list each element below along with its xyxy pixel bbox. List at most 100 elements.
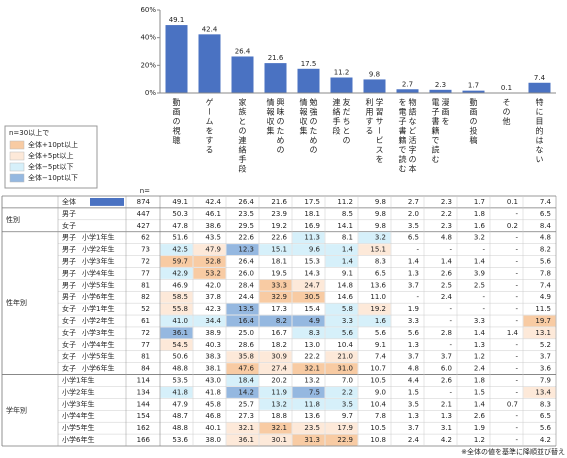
cell-highlight <box>193 267 226 279</box>
cell-highlight <box>160 327 193 339</box>
cell-value: 16.9 <box>304 222 320 230</box>
cell-value: 3.5 <box>408 222 419 230</box>
row-label: 女子 <box>62 304 76 313</box>
cell-value: 42.4 <box>205 198 221 206</box>
cell-value: 7.8 <box>375 412 386 420</box>
cell-value: 7.5 <box>309 388 320 396</box>
cell-value: - <box>449 305 452 313</box>
cell-value: 3.7 <box>408 281 419 289</box>
cell-value: 42.3 <box>205 305 221 313</box>
cell-value: 8.4 <box>540 222 552 230</box>
cell-value: 3.7 <box>408 424 419 432</box>
cell-highlight <box>292 434 325 446</box>
cell-value: 50.6 <box>172 353 188 361</box>
cell-value: 9.0 <box>375 388 386 396</box>
cell-value: 36.1 <box>172 329 188 337</box>
cell-value: 9.1 <box>375 341 386 349</box>
cell-value: 47.9 <box>172 400 188 408</box>
cell-value: 59.7 <box>172 257 188 265</box>
cell-value: 1.6 <box>474 222 486 230</box>
cell-value: 4.8 <box>441 234 452 242</box>
cell-value: 7.4 <box>375 353 387 361</box>
cell-value: - <box>482 246 485 254</box>
cell-value: - <box>515 424 518 432</box>
cell-highlight <box>292 244 325 256</box>
cell-highlight <box>292 279 325 291</box>
cell-value: 3.7 <box>441 353 452 361</box>
row-label: 小学6年生 <box>62 435 94 444</box>
cell-highlight <box>160 256 193 267</box>
row-n: 72 <box>141 329 150 337</box>
row-n: 77 <box>141 341 150 349</box>
cell-value: - <box>515 246 518 254</box>
cell-highlight <box>325 434 358 446</box>
cell-value: 38.0 <box>205 436 221 444</box>
cell-value: 10.4 <box>370 400 386 408</box>
cell-highlight <box>325 315 358 327</box>
cell-value: 2.4 <box>441 293 453 301</box>
cell-value: 16.7 <box>271 329 287 337</box>
cell-value: 7.4 <box>540 198 552 206</box>
cell-highlight <box>292 327 325 339</box>
cell-value: 5.2 <box>540 341 551 349</box>
cell-value: 10.5 <box>370 424 386 432</box>
cell-highlight <box>325 398 358 410</box>
cell-value: 10.5 <box>370 377 386 385</box>
cell-value: 14.2 <box>238 388 254 396</box>
cell-value: 2.2 <box>342 388 353 396</box>
cell-value: 19.5 <box>271 269 287 277</box>
cell-value: 1.7 <box>474 198 485 206</box>
row-label: 女子 <box>62 364 76 373</box>
cell-highlight <box>292 386 325 398</box>
cell-value: 38.6 <box>205 222 221 230</box>
cell-value: 5.6 <box>540 424 552 432</box>
cell-value: 1.4 <box>507 329 519 337</box>
row-label: 小学2年生 <box>82 245 114 254</box>
cell-value: 4.9 <box>309 317 320 325</box>
cell-value: 1.8 <box>474 210 485 218</box>
cell-value: 7.8 <box>540 269 551 277</box>
bar <box>528 82 551 93</box>
overall-marker <box>90 198 124 206</box>
cell-value: 4.2 <box>441 436 452 444</box>
cell-highlight <box>160 339 193 351</box>
cell-value: 47.6 <box>238 365 254 373</box>
cell-value: 2.3 <box>441 222 452 230</box>
cell-highlight <box>358 303 391 315</box>
cell-value: 1.5 <box>408 388 419 396</box>
cell-value: 48.8 <box>172 365 188 373</box>
row-n: 134 <box>137 388 151 396</box>
cell-value: 40.1 <box>205 424 221 432</box>
row-label: 女子 <box>62 221 76 230</box>
cell-value: 8.5 <box>342 210 353 218</box>
cell-highlight <box>226 351 259 363</box>
cell-value: 32.9 <box>271 293 287 301</box>
cell-value: 4.8 <box>408 365 419 373</box>
cell-value: 4.9 <box>540 293 551 301</box>
cell-value: - <box>515 305 518 313</box>
cell-value: 24.4 <box>238 293 254 301</box>
row-n: 81 <box>141 353 150 361</box>
cell-value: 13.2 <box>304 377 320 385</box>
cell-highlight <box>226 303 259 315</box>
value-label: 9.8 <box>369 70 380 78</box>
cell-highlight <box>292 398 325 410</box>
cell-value: 1.3 <box>408 341 419 349</box>
cell-highlight <box>259 422 292 434</box>
row-n: 166 <box>137 436 151 444</box>
cell-value: 42.5 <box>172 246 188 254</box>
cell-value: 9.7 <box>342 412 353 420</box>
cell-value: 42.0 <box>205 281 221 289</box>
cell-value: 27.4 <box>271 365 287 373</box>
cell-value: 2.6 <box>441 377 453 385</box>
cell-value: 1.6 <box>375 317 387 325</box>
legend-label: 全体−5pt以下 <box>28 162 74 171</box>
legend-label: 全体+5pt以上 <box>28 151 74 160</box>
cell-highlight <box>523 327 556 339</box>
cell-value: 2.6 <box>441 269 453 277</box>
cell-value: 3.2 <box>375 234 386 242</box>
legend-title: n=30以上で <box>9 128 49 137</box>
cell-value: 38.9 <box>205 329 221 337</box>
cell-value: - <box>515 269 518 277</box>
cell-value: 32.1 <box>238 424 254 432</box>
